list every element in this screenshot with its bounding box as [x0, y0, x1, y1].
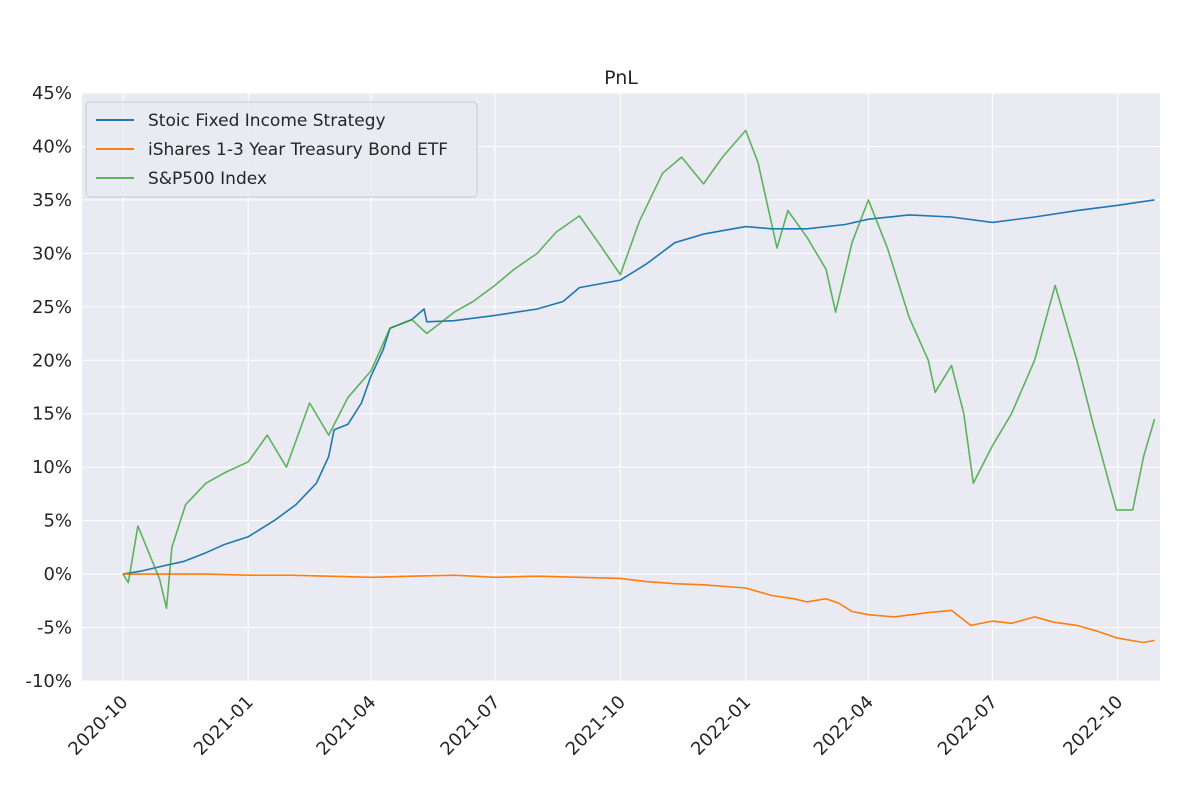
y-tick-label: 15% — [32, 404, 72, 425]
legend: Stoic Fixed Income Strategy iShares 1-3 Y… — [85, 101, 478, 198]
series-line-1 — [122, 199, 1155, 575]
x-axis: 2020-10 2021-01 2021-04 2021-07 2021-10 2022-… — [64, 692, 1127, 760]
y-tick-label: -10% — [25, 671, 72, 692]
y-tick-label: 25% — [32, 297, 72, 318]
y-tick-label: 45% — [32, 83, 72, 104]
y-tick-label: 10% — [32, 457, 72, 478]
x-tick-label: 2021-10 — [562, 692, 630, 760]
y-tick-label: 20% — [32, 350, 72, 371]
y-tick-label: 0% — [43, 564, 72, 585]
y-tick-label: 40% — [32, 136, 72, 157]
y-tick-label: 35% — [32, 190, 72, 211]
x-tick-label: 2021-01 — [190, 692, 258, 760]
series-line-2 — [122, 573, 1155, 644]
legend-label: Stoic Fixed Income Strategy — [148, 111, 386, 131]
chart-title: PnL — [604, 67, 638, 89]
y-tick-label: 30% — [32, 243, 72, 264]
x-tick-label: 2022-01 — [687, 692, 755, 760]
legend-label: iShares 1-3 Year Treasury Bond ETF — [148, 140, 448, 160]
x-tick-label: 2022-04 — [810, 692, 878, 760]
x-tick-label: 2022-10 — [1059, 692, 1127, 760]
x-tick-label: 2022-07 — [934, 692, 1002, 760]
x-tick-label: 2020-10 — [64, 692, 132, 760]
y-axis: -10% -5% 0% 5% 10% 15% 20% 25% 30% 35% 40% 45% — [25, 83, 72, 692]
x-tick-label: 2021-04 — [312, 692, 380, 760]
x-tick-label: 2021-07 — [436, 692, 504, 760]
y-tick-label: 5% — [43, 511, 72, 532]
legend-box — [85, 101, 478, 198]
series-line-3 — [122, 129, 1156, 610]
y-tick-label: -5% — [37, 618, 72, 639]
series-lines — [122, 129, 1156, 644]
grid-lines — [82, 92, 1160, 682]
legend-label: S&P500 Index — [148, 169, 267, 189]
